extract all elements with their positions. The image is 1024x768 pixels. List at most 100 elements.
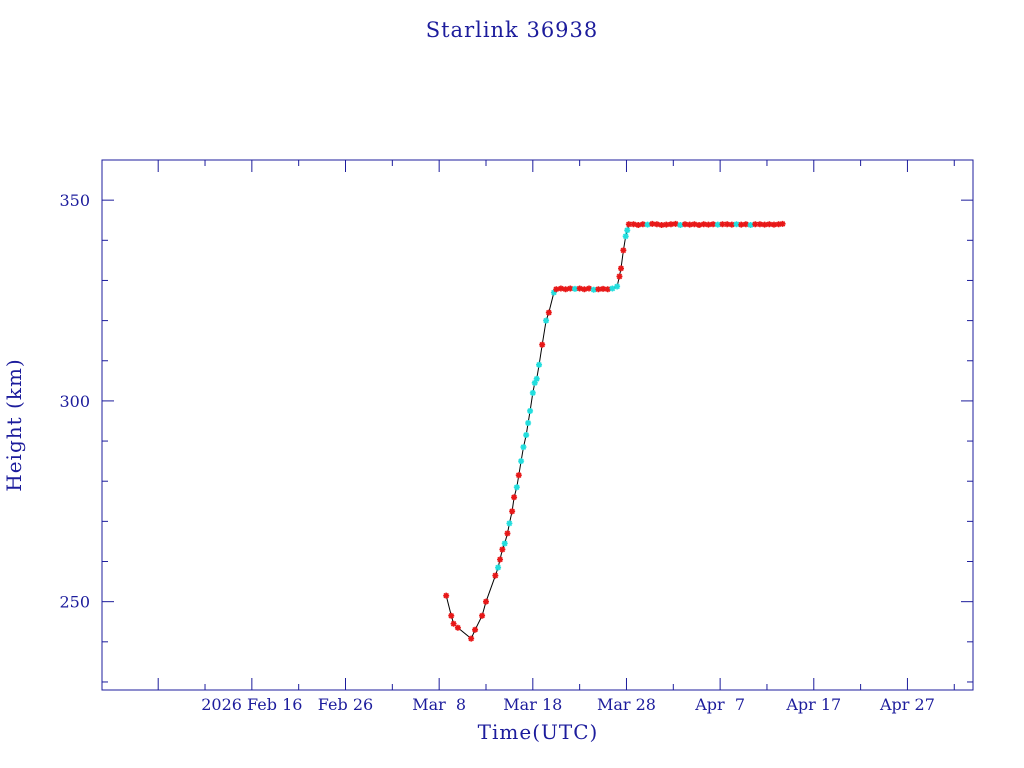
data-point: [567, 285, 574, 292]
data-point: [700, 221, 707, 228]
data-point: [639, 221, 646, 228]
data-point: [536, 361, 543, 368]
data-point: [752, 221, 759, 228]
x-tick-label: Mar 28: [597, 695, 656, 714]
data-point: [653, 221, 660, 228]
data-point: [468, 635, 475, 642]
x-tick-label: Mar 8: [412, 695, 466, 714]
data-point: [719, 221, 726, 228]
data-point: [454, 624, 461, 631]
data-points: [443, 220, 786, 642]
data-point: [448, 612, 455, 619]
data-point: [616, 273, 623, 280]
x-tick-label: Mar 18: [503, 695, 562, 714]
data-point: [622, 233, 629, 240]
data-point: [472, 626, 479, 633]
plot-frame: [101, 159, 974, 691]
data-point: [443, 592, 450, 599]
data-point: [686, 221, 693, 228]
data-point: [604, 286, 611, 293]
data-point: [450, 620, 457, 627]
x-tick-label: Apr 7: [694, 695, 745, 714]
data-point: [543, 317, 550, 324]
x-tick-labels: 2026 Feb 16 Feb 26 Mar 8 Mar 18 Mar 28 Apr 7 A…: [201, 695, 935, 714]
data-point: [499, 546, 506, 553]
y-axis-label: Height (km): [2, 358, 26, 491]
x-axis-label: Time(UTC): [478, 720, 599, 744]
data-point: [518, 458, 525, 465]
data-point: [562, 286, 569, 293]
data-point: [724, 221, 731, 228]
data-point: [625, 221, 632, 228]
data-point: [479, 612, 486, 619]
data-point: [557, 285, 564, 292]
data-point: [779, 220, 786, 227]
data-point: [581, 286, 588, 293]
data-point: [529, 389, 536, 396]
x-tick-label: 2026 Feb 16: [201, 695, 302, 714]
data-point: [738, 221, 745, 228]
y-tick-labels: 250 300 350: [59, 191, 90, 612]
data-point: [635, 222, 642, 229]
data-point: [624, 227, 631, 234]
data-point: [672, 220, 679, 227]
data-point: [614, 283, 621, 290]
data-point: [586, 285, 593, 292]
data-point: [600, 285, 607, 292]
x-tick-label: Apr 17: [785, 695, 841, 714]
data-point: [595, 286, 602, 293]
data-point: [658, 222, 665, 229]
data-point: [553, 286, 560, 293]
data-point: [497, 556, 504, 563]
data-point: [520, 444, 527, 451]
y-tick-label: 300: [59, 392, 90, 411]
x-tick-label: Feb 26: [318, 695, 373, 714]
data-point: [527, 407, 534, 414]
data-point: [667, 221, 674, 228]
data-point: [576, 285, 583, 292]
data-point: [742, 221, 749, 228]
data-point: [523, 432, 530, 439]
data-point: [710, 221, 717, 228]
data-point: [539, 341, 546, 348]
data-point: [691, 221, 698, 228]
axis-ticks: [102, 160, 973, 690]
data-point: [550, 289, 557, 296]
data-point: [714, 221, 721, 228]
data-point: [531, 379, 538, 386]
data-point: [728, 221, 735, 228]
data-point: [747, 222, 754, 229]
data-point: [495, 564, 502, 571]
data-point: [618, 265, 625, 272]
data-point: [663, 221, 670, 228]
x-tick-label: Apr 27: [879, 695, 935, 714]
data-point: [504, 530, 511, 537]
data-point: [649, 220, 656, 227]
y-tick-label: 250: [59, 593, 90, 612]
data-point: [515, 472, 522, 479]
data-point: [677, 222, 684, 229]
data-point: [761, 221, 768, 228]
data-point: [696, 222, 703, 229]
chart-title: Starlink 36938: [426, 18, 599, 42]
data-point: [525, 419, 532, 426]
data-point: [511, 494, 518, 501]
data-point: [545, 309, 552, 316]
data-point: [644, 221, 651, 228]
data-point: [492, 572, 499, 579]
data-point: [590, 286, 597, 293]
data-point: [571, 285, 578, 292]
data-point: [630, 221, 637, 228]
data-point: [733, 221, 740, 228]
data-point: [513, 484, 520, 491]
data-point: [509, 508, 516, 515]
data-point: [501, 540, 508, 547]
data-point: [705, 221, 712, 228]
y-tick-label: 350: [59, 191, 90, 210]
data-point: [766, 221, 773, 228]
data-point: [533, 375, 540, 382]
data-point: [620, 247, 627, 254]
data-point: [770, 221, 777, 228]
data-point: [682, 221, 689, 228]
